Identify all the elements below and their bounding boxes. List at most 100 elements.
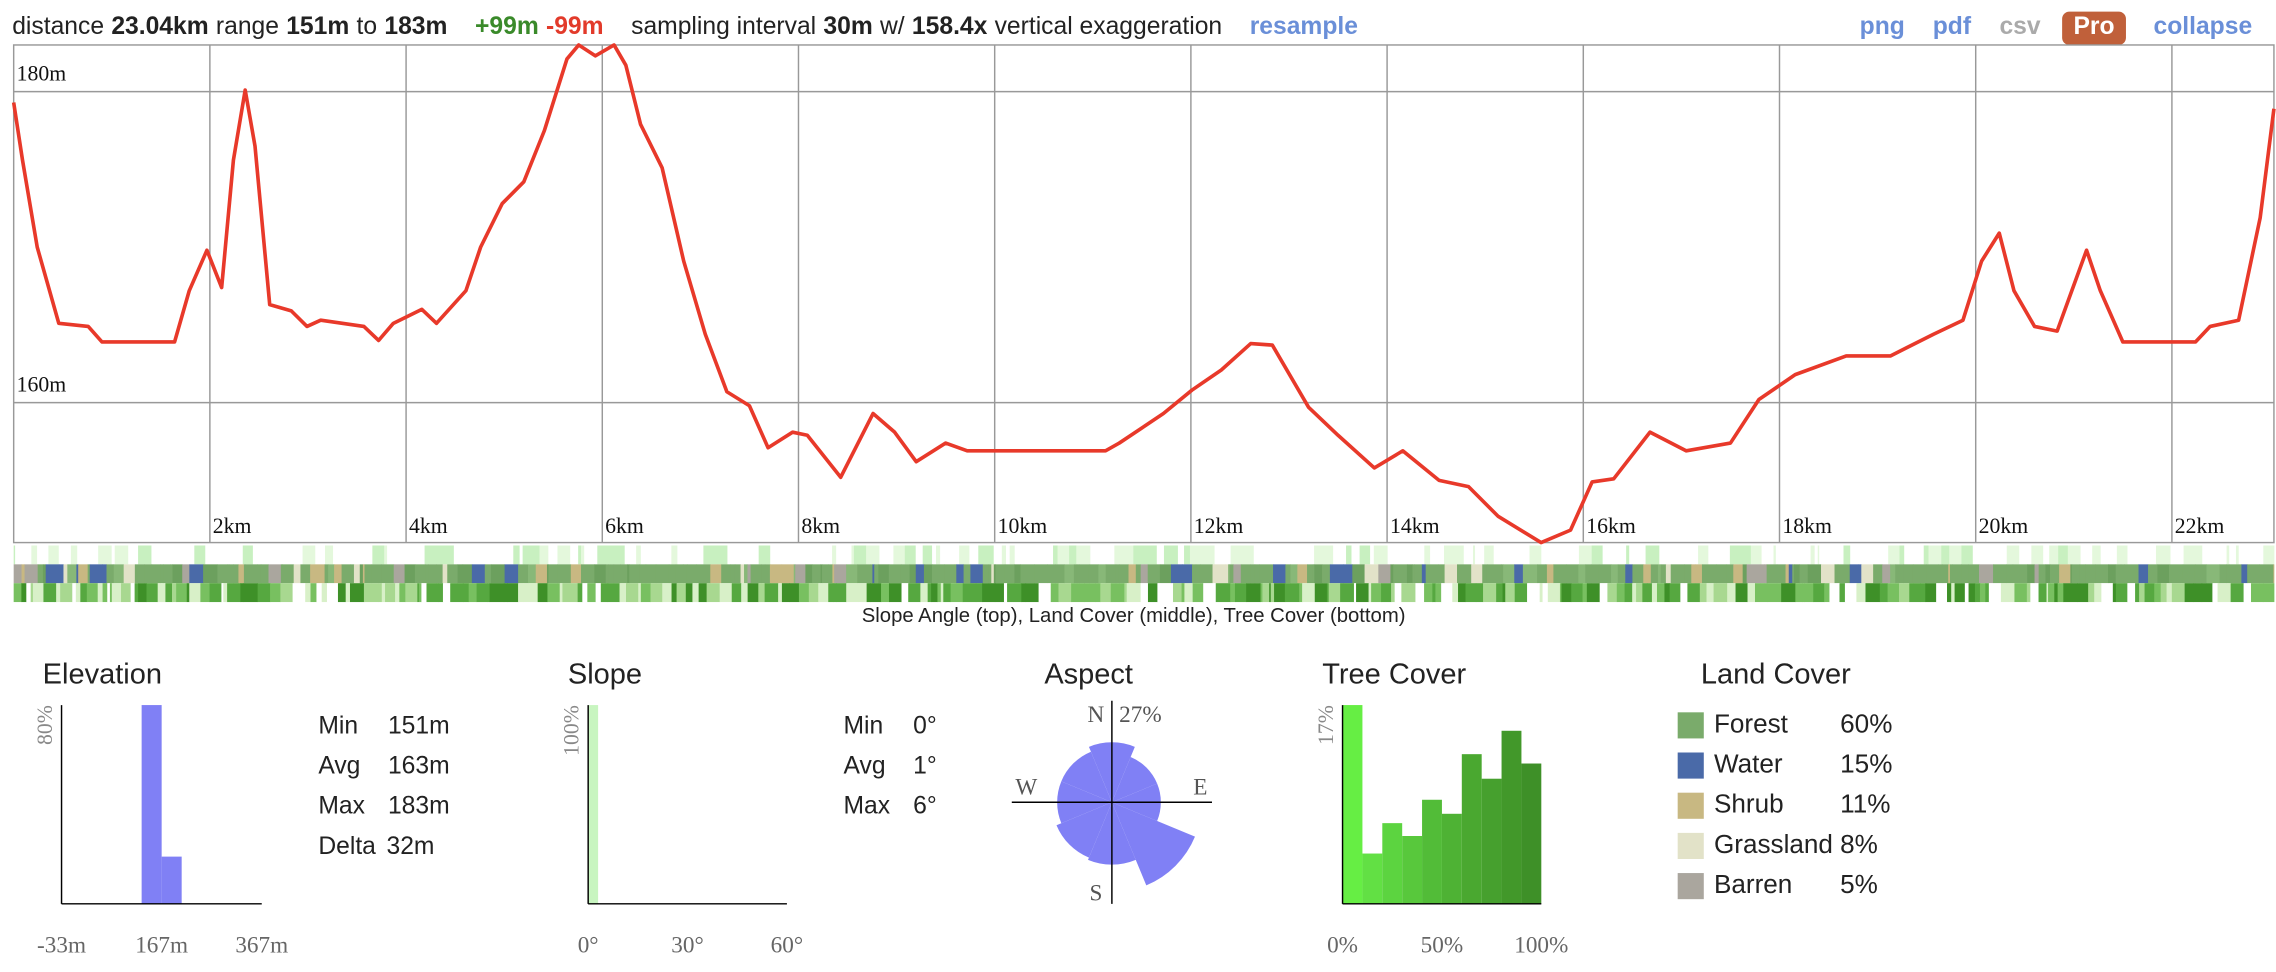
strip-segment xyxy=(1571,583,1583,603)
header-gain: +99m xyxy=(475,13,539,40)
strip-segment xyxy=(1473,545,1476,565)
strip-segment xyxy=(438,583,444,603)
rose-label: S xyxy=(1089,880,1102,906)
strip-segment xyxy=(321,583,328,603)
y-tick-label: 100% xyxy=(560,705,584,756)
strip-segment xyxy=(1133,545,1145,565)
strip-segment xyxy=(956,564,965,584)
strip-segment xyxy=(909,564,917,584)
link-2[interactable]: csv xyxy=(1999,13,2040,40)
strip-segment xyxy=(1817,545,1820,565)
strip-segment xyxy=(820,564,823,584)
strip-segment xyxy=(1804,583,1814,603)
strip-segment xyxy=(870,564,873,584)
strip-segment xyxy=(1147,583,1158,603)
strip-segment xyxy=(1115,564,1120,584)
strip-segment xyxy=(1482,564,1488,584)
link-4[interactable]: collapse xyxy=(2154,13,2253,40)
strip-segment xyxy=(503,583,509,603)
strip-segment xyxy=(389,545,394,565)
strip-segment xyxy=(727,545,742,565)
strip-segment xyxy=(1659,545,1674,565)
link-1[interactable]: pdf xyxy=(1933,13,1972,40)
strip-segment xyxy=(1829,583,1840,603)
strip-segment xyxy=(2045,564,2051,584)
strip-segment xyxy=(1453,545,1465,565)
strip-segment xyxy=(931,583,938,603)
rose-label: E xyxy=(1193,775,1207,801)
strip-segment xyxy=(1435,583,1442,603)
strip-segment xyxy=(209,583,222,603)
strip-segment xyxy=(1260,583,1263,603)
strip-segment xyxy=(2273,564,2275,584)
stat-label: Avg xyxy=(318,753,360,780)
strip-segment xyxy=(1233,564,1242,584)
strip-segment xyxy=(931,564,946,584)
x-tick-label: 50% xyxy=(1421,933,1464,959)
strip-segment xyxy=(170,545,175,565)
strip-segment xyxy=(426,583,439,603)
strip-segment xyxy=(761,564,766,584)
strip-segment xyxy=(2116,545,2128,565)
strip-segment xyxy=(577,583,583,603)
strip-segment xyxy=(548,564,558,584)
strip-segment xyxy=(1457,564,1472,584)
strip-segment xyxy=(1876,545,1887,565)
strip-segment xyxy=(2243,545,2248,565)
strip-segment xyxy=(548,545,554,565)
strip-segment xyxy=(1746,564,1761,584)
rose-max-label: 27% xyxy=(1119,702,1162,728)
strip-segment xyxy=(280,583,294,603)
strip-segment xyxy=(238,564,245,584)
strip-segment xyxy=(1159,564,1172,584)
strip-segment xyxy=(2193,583,2203,603)
strip-segment xyxy=(1602,545,1616,565)
strip-segment xyxy=(2201,583,2213,603)
strip-segment xyxy=(2247,564,2260,584)
strip-segment xyxy=(261,545,269,565)
strip-segment xyxy=(645,564,657,584)
strip-segment xyxy=(1486,564,1502,584)
strip-segment xyxy=(1095,583,1101,603)
strip-segment xyxy=(1972,545,1984,565)
strip-segment xyxy=(1814,545,1819,565)
strip-segment xyxy=(1391,545,1402,565)
strip-segment xyxy=(500,545,514,565)
strip-segment xyxy=(1964,583,1969,603)
strip-segment xyxy=(1025,583,1040,603)
strip-segment xyxy=(2142,545,2157,565)
strip-segment xyxy=(1001,545,1007,565)
strip-segment xyxy=(920,545,924,565)
link-0[interactable]: png xyxy=(1860,13,1905,40)
strip-segment xyxy=(1983,545,1995,565)
header-resample[interactable]: resample xyxy=(1250,13,1358,40)
strip-segment xyxy=(1936,583,1948,603)
strip-segment xyxy=(1665,564,1672,584)
strip-segment xyxy=(519,545,524,565)
strip-segment xyxy=(1090,545,1101,565)
strip-segment xyxy=(1824,583,1830,603)
strip-segment xyxy=(341,564,351,584)
strip-segment xyxy=(1475,545,1480,565)
strip-segment xyxy=(834,564,847,584)
strip-segment xyxy=(20,545,32,565)
strip-segment xyxy=(857,583,868,603)
strip-segment xyxy=(580,564,595,584)
strip-segment xyxy=(31,545,38,565)
strip-segment xyxy=(841,545,852,565)
strip-segment xyxy=(785,545,796,565)
strip-segment xyxy=(1949,545,1962,565)
link-3[interactable]: Pro xyxy=(2073,13,2114,40)
strip-segment xyxy=(21,583,27,603)
strip-segment xyxy=(1909,583,1921,603)
strip-segment xyxy=(1444,564,1458,584)
strip-segment xyxy=(2217,583,2232,603)
strip-segment xyxy=(2108,564,2117,584)
strip-segment xyxy=(932,545,937,565)
strip-segment xyxy=(78,564,89,584)
strip-segment xyxy=(853,545,867,565)
strip-segment xyxy=(703,545,719,565)
strip-segment xyxy=(2070,564,2073,584)
strip-segment xyxy=(1761,545,1774,565)
x-tick-label: 16km xyxy=(1586,514,1636,538)
